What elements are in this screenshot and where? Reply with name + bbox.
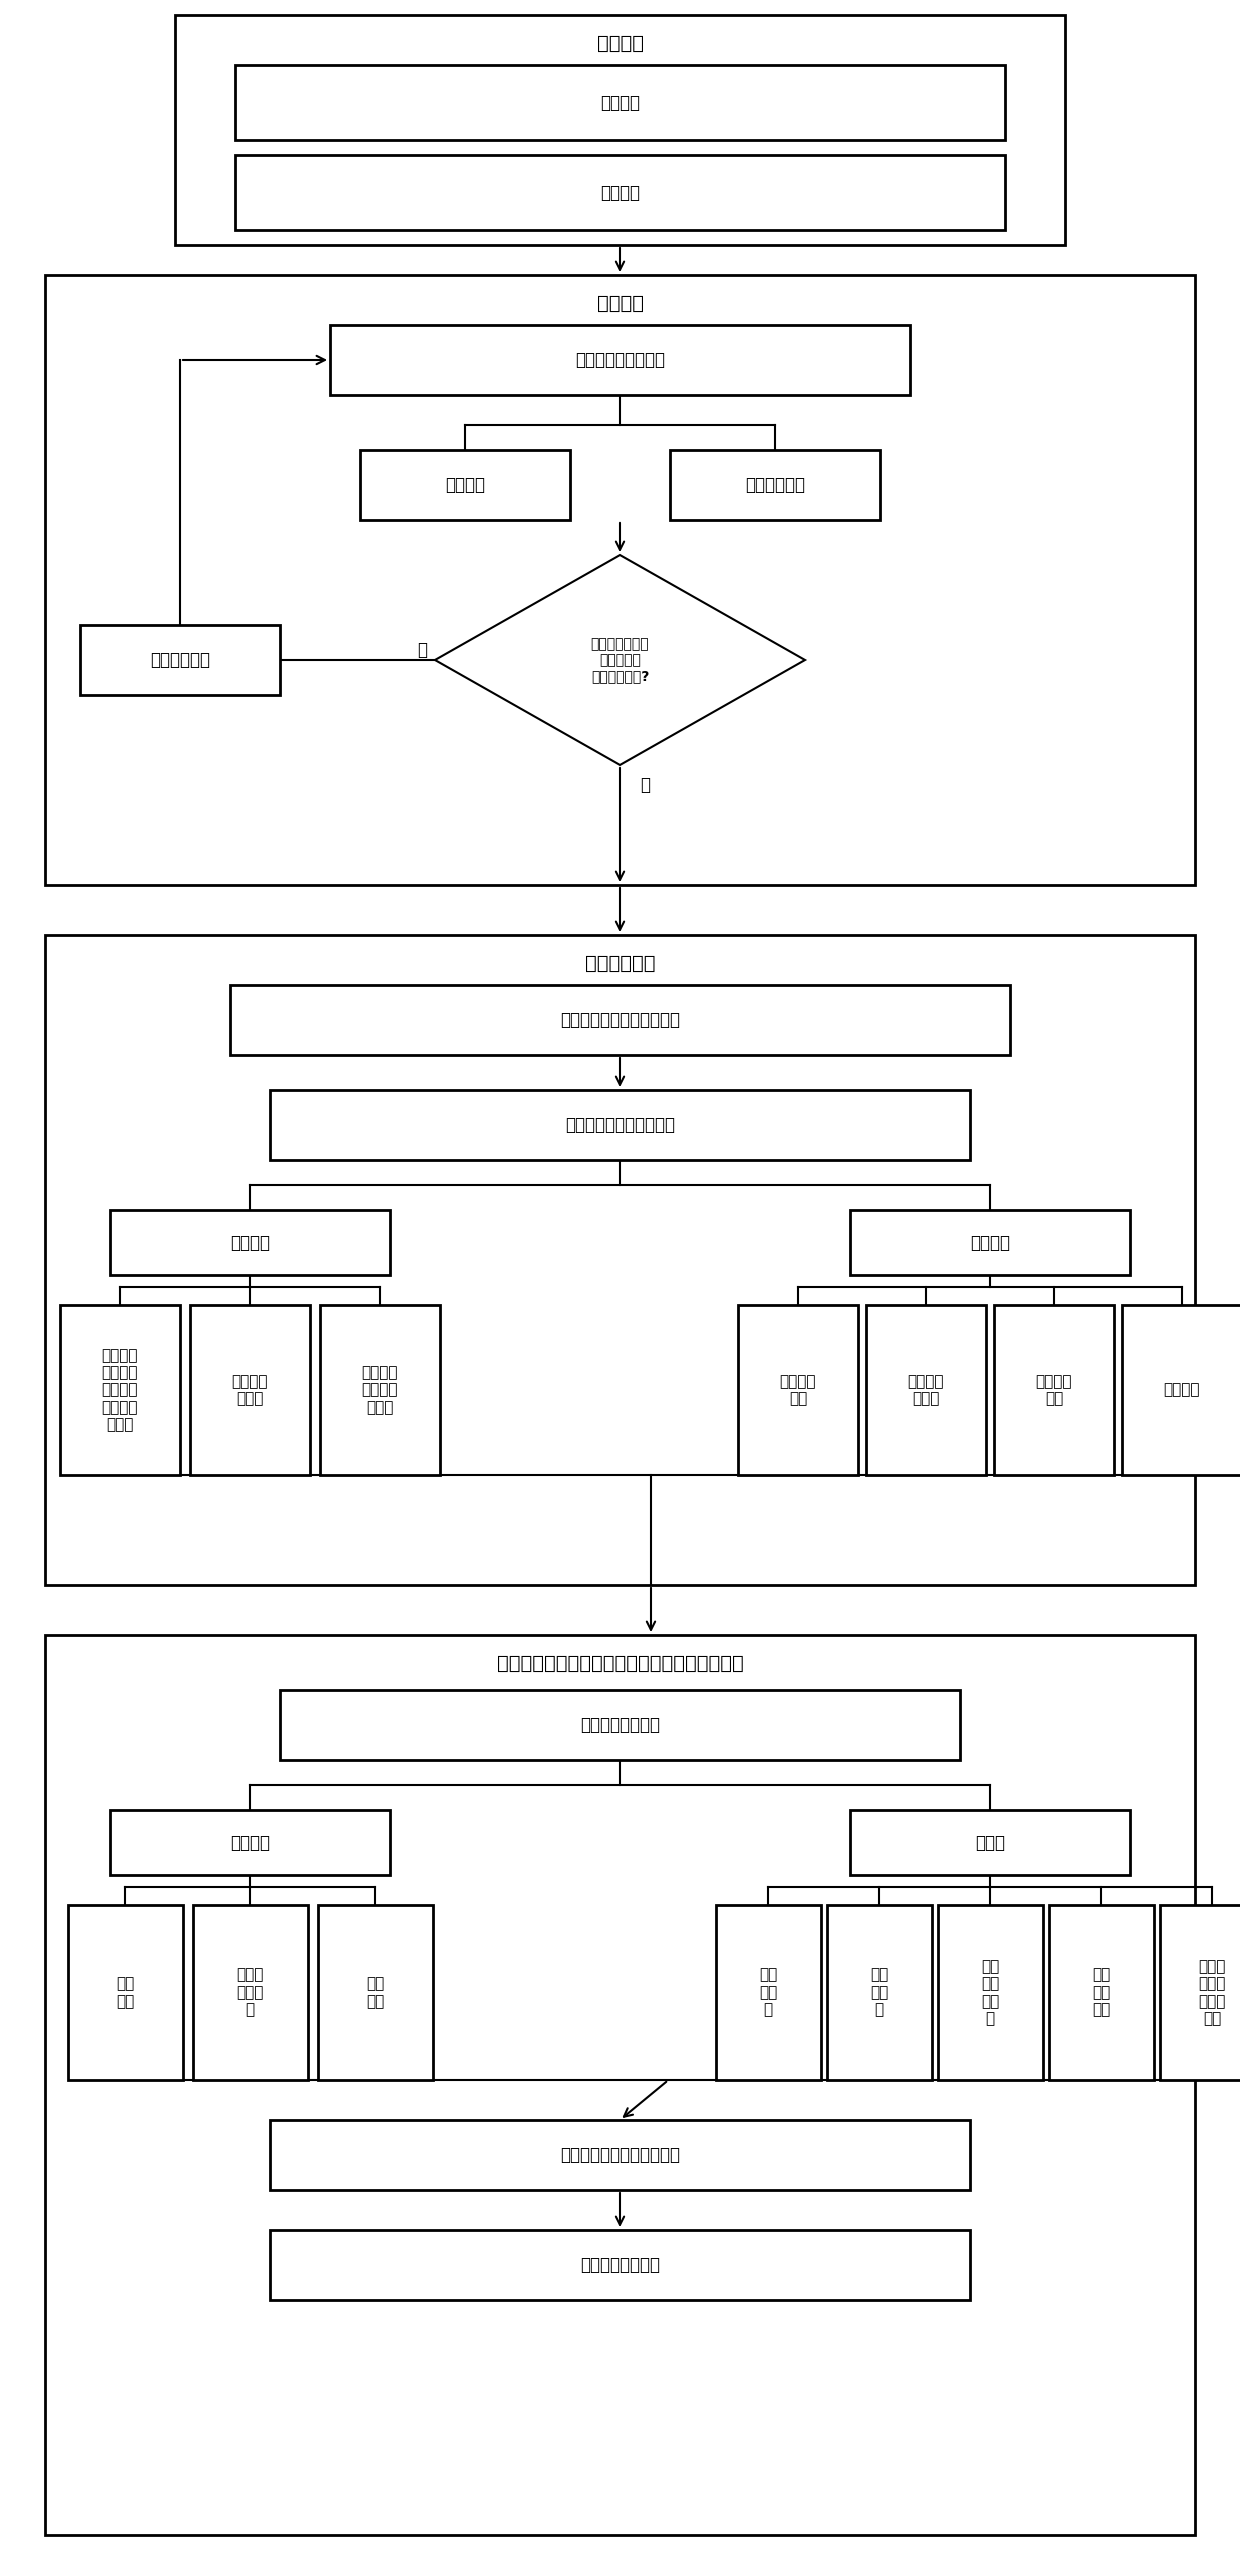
Text: 换道
插车
间隙: 换道 插车 间隙 xyxy=(1092,1968,1110,2017)
Bar xyxy=(110,1811,391,1875)
Text: 换道位置: 换道位置 xyxy=(445,477,485,495)
Bar xyxy=(994,1306,1114,1476)
Bar xyxy=(192,1906,308,2079)
Text: 是: 是 xyxy=(640,775,650,793)
Bar xyxy=(236,64,1004,139)
Text: 驾驶模拟实验: 驾驶模拟实验 xyxy=(585,953,655,974)
Bar xyxy=(670,451,880,520)
Text: 换道插车间隙: 换道插车间隙 xyxy=(745,477,805,495)
Bar xyxy=(1049,1906,1153,2079)
Text: 通行效率: 通行效率 xyxy=(229,1834,270,1852)
Polygon shape xyxy=(435,554,805,765)
Text: 调整实验参数: 调整实验参数 xyxy=(150,652,210,670)
Text: 换道车辆
减速度: 换道车辆 减速度 xyxy=(232,1373,268,1406)
Text: 得到最优设计方案: 得到最优设计方案 xyxy=(580,2257,660,2275)
Bar xyxy=(330,325,910,394)
Text: 基于驾驶模拟实验平台的路侧指路信息优化设计: 基于驾驶模拟实验平台的路侧指路信息优化设计 xyxy=(497,1654,743,1672)
Text: 换道时间: 换道时间 xyxy=(1164,1383,1200,1399)
Text: 计算通行效率及安全性得分: 计算通行效率及安全性得分 xyxy=(560,2146,680,2164)
Text: 驾驶模拟实验及参数采集: 驾驶模拟实验及参数采集 xyxy=(565,1115,675,1133)
Bar xyxy=(45,1636,1195,2535)
Text: 换道车辆
位置: 换道车辆 位置 xyxy=(780,1373,816,1406)
Bar xyxy=(45,276,1195,886)
Text: 换道车辆
转向角: 换道车辆 转向角 xyxy=(908,1373,944,1406)
Text: 设计路侧指路信息设置方案: 设计路侧指路信息设置方案 xyxy=(560,1010,680,1028)
Text: 驾驶模拟: 驾驶模拟 xyxy=(600,183,640,201)
Text: 实验准备: 实验准备 xyxy=(596,294,644,312)
Text: 换道行为: 换道行为 xyxy=(970,1234,1011,1252)
Text: 换道
车辆
减速
度: 换道 车辆 减速 度 xyxy=(981,1958,999,2027)
Text: 目标车
道后随
车辆减
速度: 目标车 道后随 车辆减 速度 xyxy=(1198,1958,1225,2027)
Text: 方案评价指标计算: 方案评价指标计算 xyxy=(580,1716,660,1734)
Bar xyxy=(1159,1906,1240,2079)
Text: 目标车道
后随车辆
减速度: 目标车道 后随车辆 减速度 xyxy=(362,1365,398,1414)
Text: 换道插车
间隙: 换道插车 间隙 xyxy=(1035,1373,1073,1406)
Bar xyxy=(229,984,1011,1056)
Bar xyxy=(110,1211,391,1275)
Bar xyxy=(849,1211,1130,1275)
Text: 通行
能力: 通行 能力 xyxy=(366,1976,384,2009)
Text: 驾驶行为: 驾驶行为 xyxy=(229,1234,270,1252)
Bar xyxy=(45,935,1195,1584)
Bar xyxy=(270,2231,970,2300)
Bar xyxy=(280,1690,960,1759)
Text: 数据采集: 数据采集 xyxy=(596,33,644,52)
Text: 否: 否 xyxy=(417,641,427,659)
Text: 安全性: 安全性 xyxy=(975,1834,1004,1852)
Bar xyxy=(67,1906,182,2079)
Bar xyxy=(827,1906,931,2079)
Bar xyxy=(236,155,1004,229)
Bar xyxy=(715,1906,821,2079)
Bar xyxy=(738,1306,858,1476)
Text: 换道速
度降低
率: 换道速 度降低 率 xyxy=(237,1968,264,2017)
Text: 换道车辆
和正常行
驶（不换
道）车辆
的速度: 换道车辆 和正常行 驶（不换 道）车辆 的速度 xyxy=(102,1347,138,1432)
Bar xyxy=(270,2120,970,2190)
Bar xyxy=(175,15,1065,245)
Bar xyxy=(190,1306,310,1476)
Bar xyxy=(1122,1306,1240,1476)
Bar xyxy=(360,451,570,520)
Text: 提取交通流特征指标: 提取交通流特征指标 xyxy=(575,350,665,368)
Bar xyxy=(317,1906,433,2079)
Bar xyxy=(320,1306,440,1476)
Bar xyxy=(60,1306,180,1476)
Bar xyxy=(937,1906,1043,2079)
Text: 换道
延误: 换道 延误 xyxy=(115,1976,134,2009)
Bar xyxy=(270,1090,970,1159)
Text: 实验获取的指标
误差是否在
可接受范围内?: 实验获取的指标 误差是否在 可接受范围内? xyxy=(590,636,650,683)
Text: 换道
集中
度: 换道 集中 度 xyxy=(759,1968,777,2017)
Text: 换道
转向
角: 换道 转向 角 xyxy=(870,1968,888,2017)
Bar xyxy=(866,1306,986,1476)
Text: 实测数据: 实测数据 xyxy=(600,93,640,111)
Bar xyxy=(81,626,280,696)
Bar xyxy=(849,1811,1130,1875)
